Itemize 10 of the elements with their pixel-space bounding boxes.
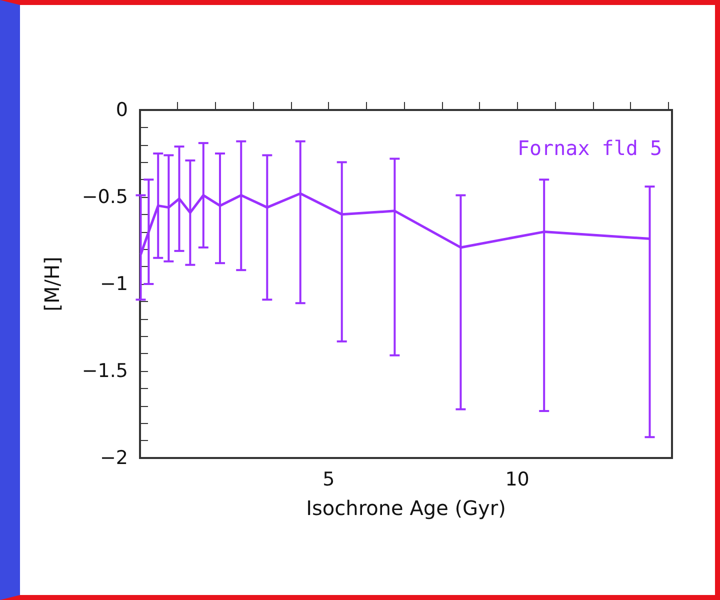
x-tick-label: 10: [505, 468, 530, 490]
x-tick-label: 5: [322, 468, 335, 490]
y-tick-label: −0.5: [82, 186, 128, 208]
x-axis-title: Isochrone Age (Gyr): [306, 496, 506, 520]
y-axis-title: [M/H]: [40, 256, 64, 312]
y-tick-label: −1.5: [82, 360, 128, 382]
y-tick-label: −2: [100, 447, 128, 469]
y-tick-label: −1: [100, 273, 128, 295]
text: Fornax fld 5: [518, 136, 662, 160]
y-tick-label: 0: [116, 99, 128, 121]
